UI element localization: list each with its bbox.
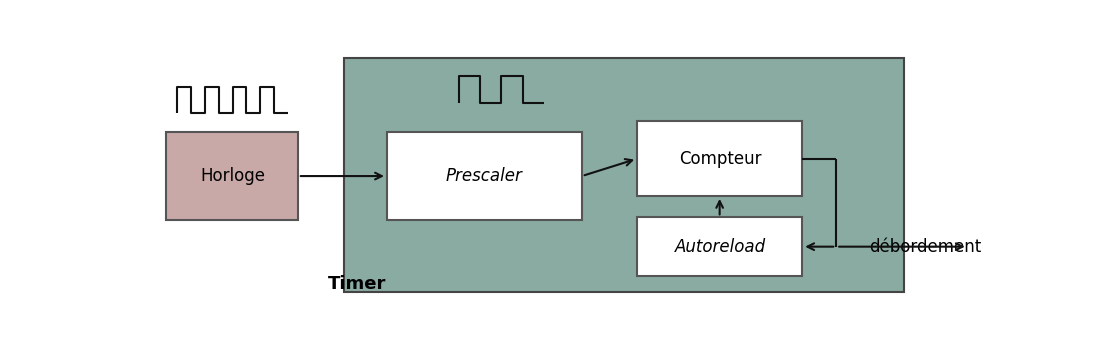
Text: Horloge: Horloge — [200, 167, 265, 185]
Bar — [637, 217, 802, 276]
Bar — [166, 132, 298, 220]
Text: débordement: débordement — [869, 238, 981, 256]
Text: Timer: Timer — [328, 275, 386, 293]
Bar — [637, 121, 802, 196]
Text: Compteur: Compteur — [678, 150, 761, 168]
Bar — [345, 57, 904, 292]
Text: Prescaler: Prescaler — [446, 167, 523, 185]
Text: Autoreload: Autoreload — [675, 238, 766, 256]
Bar — [387, 132, 582, 220]
